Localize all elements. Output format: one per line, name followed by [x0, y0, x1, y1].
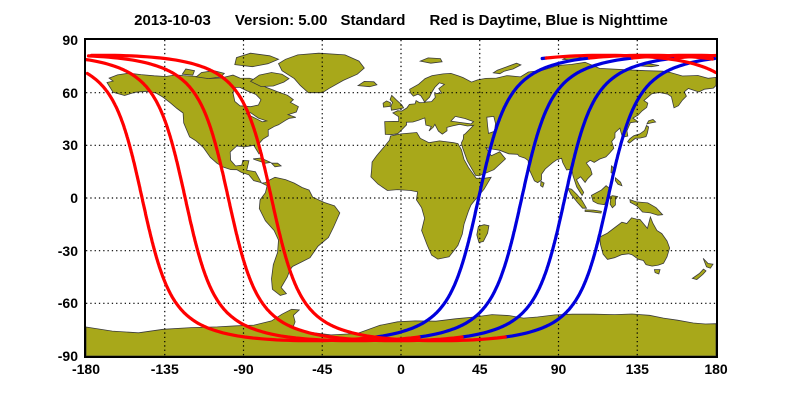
graticule-gridlines [86, 40, 716, 356]
madagascar [476, 224, 490, 243]
y-tick-label: -30 [57, 242, 78, 259]
day-track-segment [86, 71, 378, 343]
day-track-segment [86, 54, 464, 343]
daytime-track-lines [86, 53, 716, 343]
black-sea [450, 115, 475, 125]
y-tick-label: 0 [70, 190, 78, 206]
sri-lanka [540, 180, 545, 188]
y-tick-label: 60 [62, 84, 78, 101]
x-tick-label: -45 [312, 361, 333, 377]
day-track-segment [89, 53, 507, 343]
sulawesi [609, 195, 619, 209]
philippines-south [615, 176, 623, 187]
x-tick-label: 45 [471, 361, 488, 377]
nz-south-island [691, 268, 707, 281]
title-date: 2013-10-03 [134, 12, 211, 29]
y-tick-label: 30 [62, 137, 78, 154]
y-tick-label: -60 [57, 295, 78, 312]
night-track-segment [503, 56, 716, 339]
plot-title: 2013-10-03 Version: 5.00 Standard Red is Da… [86, 12, 716, 29]
night-track-segment [460, 56, 678, 339]
iceland [356, 80, 378, 88]
title-mode: Standard [340, 12, 406, 29]
x-tick-label: -90 [233, 361, 254, 377]
title-legend: Red is Daytime, Blue is Nighttime [429, 12, 668, 29]
great-britain [389, 94, 405, 111]
title-version: Version: 5.00 [234, 12, 328, 29]
baffin-island [249, 72, 290, 87]
banks-island [181, 68, 196, 76]
eurasia [384, 61, 716, 197]
x-tick-label: 90 [550, 361, 567, 377]
south-america [258, 176, 341, 296]
australia [599, 215, 671, 267]
hispaniola [270, 162, 283, 168]
x-tick-label: -135 [150, 361, 179, 377]
svalbard [418, 57, 443, 64]
nighttime-track-lines [374, 56, 716, 339]
day-track-segment [86, 58, 421, 343]
y-tick-label: -90 [57, 348, 78, 364]
map-plot-area [84, 38, 718, 358]
tasmania [653, 269, 661, 275]
nz-north-island [702, 258, 714, 269]
japan-hokkaido [646, 118, 657, 125]
greenland [277, 52, 365, 94]
africa [370, 132, 492, 260]
world-map-svg [86, 40, 716, 356]
great-lakes [244, 112, 269, 123]
night-track-segment [374, 56, 591, 339]
japan-honshu [627, 124, 650, 144]
new-guinea [629, 199, 664, 216]
java [584, 209, 602, 214]
x-tick-label: -180 [71, 361, 101, 377]
day-track-segment [544, 53, 716, 75]
y-tick-label: 90 [62, 32, 78, 48]
ireland [382, 100, 391, 108]
ellesmere-island [234, 52, 280, 68]
x-tick-label: 180 [704, 361, 728, 377]
night-track-segment [417, 56, 635, 339]
x-tick-label: 0 [397, 361, 405, 377]
x-tick-label: 135 [625, 361, 649, 377]
novaya-zemlya [492, 62, 522, 75]
